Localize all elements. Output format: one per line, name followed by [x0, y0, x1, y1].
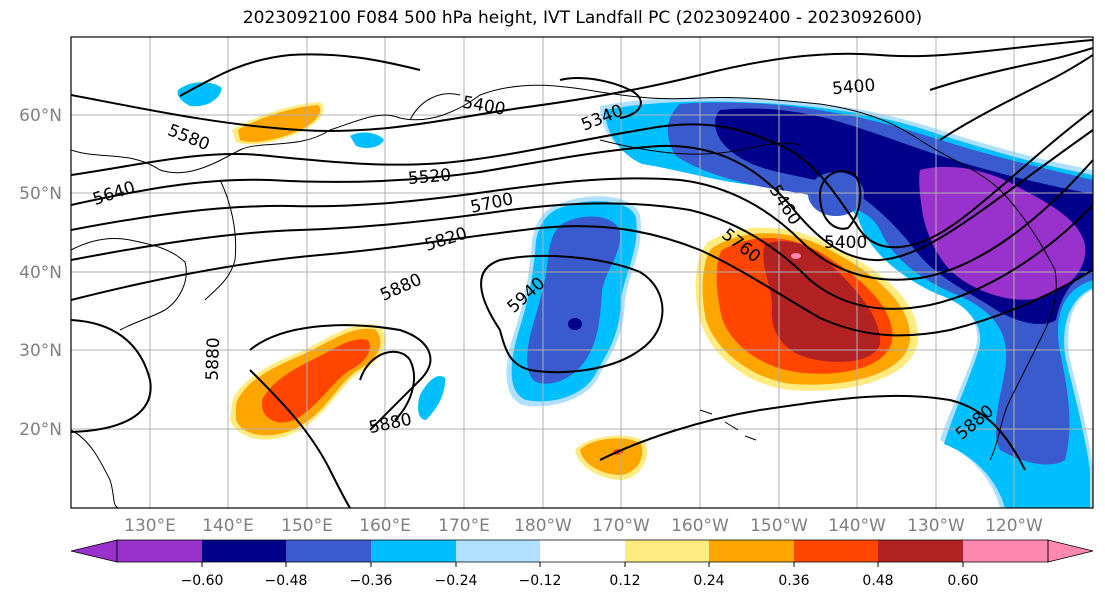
contour-label: 5880 [203, 337, 224, 381]
contour-label-top: 5400 [831, 76, 876, 100]
colorbar: −0.60 −0.48 −0.36 −0.24 −0.12 0.12 0.24 … [70, 539, 1094, 589]
colorbar-bin [878, 540, 963, 562]
lon-label: 130°E [124, 516, 176, 536]
lon-label: 160°E [359, 516, 411, 536]
lon-label: 170°E [438, 516, 490, 536]
coastlines [71, 84, 1057, 508]
ivt-negative-small-c [350, 132, 384, 148]
colorbar-bin [117, 540, 202, 562]
colorbar-bin [286, 540, 371, 562]
contour-label: 5520 [407, 165, 452, 189]
colorbar-tick-label: 0.36 [778, 573, 809, 589]
height-contours [71, 39, 1093, 508]
lon-label: 140°E [202, 516, 254, 536]
colorbar-bin [371, 540, 456, 562]
colorbar-outline [116, 539, 1049, 563]
lon-label: 120°W [985, 516, 1043, 536]
map-frame [70, 36, 1094, 509]
colorbar-bin [456, 540, 540, 562]
contour-label: 5400 [824, 233, 867, 253]
lat-label: 60°N [19, 106, 62, 126]
colorbar-bin [794, 540, 878, 562]
ivt-positive-west-036 [262, 339, 370, 423]
lon-label: 130°W [907, 516, 965, 536]
lon-label: 140°W [828, 516, 886, 536]
colorbar-tick-label: 0.24 [693, 573, 724, 589]
colorbar-tick-label: 0.48 [862, 573, 893, 589]
colorbar-tick-label: −0.48 [265, 573, 308, 589]
lat-label: 40°N [19, 263, 62, 283]
colorbar-tick-label: −0.24 [435, 573, 478, 589]
ivt-negative-central-048 [568, 318, 582, 330]
lat-label: 50°N [19, 184, 62, 204]
lon-label: 150°W [750, 516, 808, 536]
lon-label: 160°W [671, 516, 729, 536]
map-title: 2023092100 F084 500 hPa height, IVT Land… [242, 8, 923, 28]
ivt-negative-central-036 [527, 216, 621, 384]
colorbar-bin [625, 540, 709, 562]
colorbar-high-extend [1047, 539, 1094, 563]
lon-label: 150°E [281, 516, 333, 536]
longitude-labels: 130°E 140°E 150°E 160°E 170°E 180°W 170°… [124, 516, 1043, 536]
colorbar-bin [709, 540, 794, 562]
colorbar-tick-label: −0.12 [519, 573, 562, 589]
colorbar-bin [963, 540, 1048, 562]
lon-label: 170°W [592, 516, 650, 536]
ivt-positive-east-060 [791, 253, 801, 259]
lat-label: 30°N [19, 341, 62, 361]
latitude-labels: 60°N 50°N 40°N 30°N 20°N [19, 106, 62, 440]
colorbar-tick-label: 0.12 [609, 573, 640, 589]
ivt-positive-east-048 [763, 241, 881, 362]
colorbar-tick-label: −0.36 [350, 573, 393, 589]
lat-label: 20°N [19, 420, 62, 440]
ivt-negative-small-b [177, 82, 222, 107]
ivt-positive-kamchatka-024 [238, 105, 321, 142]
colorbar-bin [540, 540, 625, 562]
colorbar-tick-label: −0.60 [181, 573, 224, 589]
colorbar-tick-label: 0.60 [947, 573, 978, 589]
colorbar-bin [202, 540, 286, 562]
colorbar-low-extend [70, 539, 118, 563]
graticule [71, 37, 1093, 508]
ivt-negative-small-a [418, 375, 446, 420]
lon-label: 180°W [514, 516, 572, 536]
